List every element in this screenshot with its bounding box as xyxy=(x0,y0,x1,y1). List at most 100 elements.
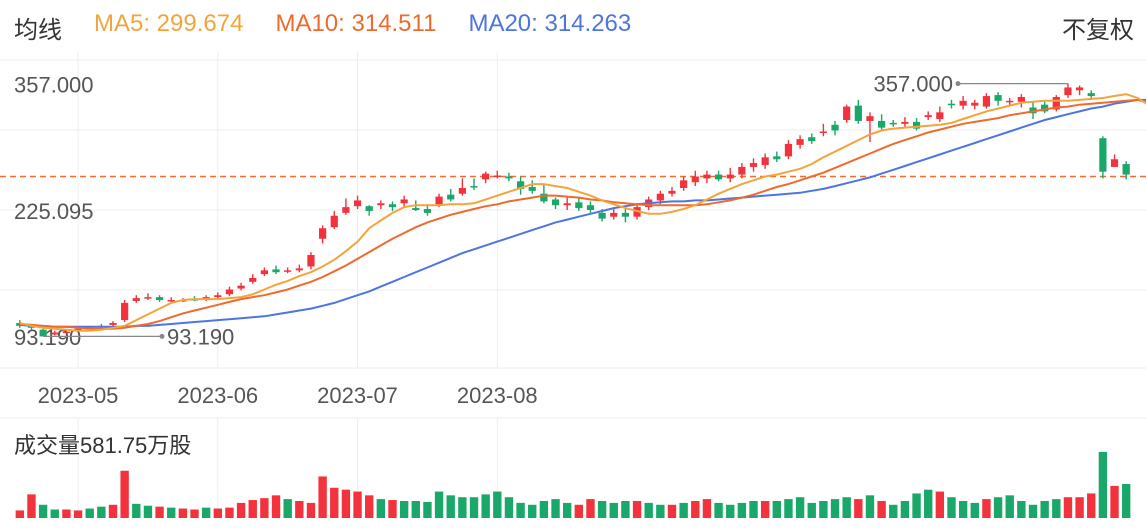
candle-body xyxy=(330,215,338,228)
candle-body xyxy=(225,289,234,295)
volume-bar xyxy=(248,500,257,518)
volume-bar xyxy=(376,499,386,518)
candle-body xyxy=(982,96,991,107)
volume-bar xyxy=(236,502,246,518)
candle-body xyxy=(167,300,175,302)
volume-bar xyxy=(399,501,409,518)
candle-body xyxy=(388,204,397,208)
volume-bar xyxy=(1040,501,1049,518)
candle-body xyxy=(866,116,874,121)
candle-body xyxy=(39,329,47,337)
volume-bar xyxy=(947,497,956,518)
candle-body xyxy=(155,297,164,301)
volume-bar xyxy=(27,494,36,518)
volume-bar xyxy=(225,507,234,518)
volume-bar xyxy=(760,501,770,518)
volume-bar xyxy=(586,499,595,518)
volume-title: 成交量581.75万股 xyxy=(14,433,192,458)
volume-bar xyxy=(830,499,840,518)
candle-body xyxy=(994,95,1002,101)
candle-body xyxy=(901,121,909,124)
volume-bar xyxy=(970,502,979,518)
candle-body xyxy=(121,302,129,321)
volume-bar xyxy=(958,501,968,518)
candle-body xyxy=(109,322,117,325)
min-price-label: 93.190 xyxy=(167,324,234,349)
volume-bar xyxy=(330,487,339,518)
candle-body xyxy=(738,166,746,175)
volume-bar xyxy=(85,508,94,518)
candle-body xyxy=(936,112,944,120)
candle-body xyxy=(924,115,932,118)
volume-bar xyxy=(318,476,327,518)
volume-bar xyxy=(73,510,83,518)
candle-body xyxy=(656,193,664,201)
volume-bar xyxy=(1052,499,1061,518)
volume-bar xyxy=(714,502,723,518)
candle-body xyxy=(307,255,315,267)
adjust-toggle[interactable]: 不复权 xyxy=(1062,17,1134,44)
volume-bar xyxy=(458,497,467,518)
volume-bar xyxy=(784,499,793,518)
candle-body xyxy=(971,102,979,106)
candle-body xyxy=(1064,87,1072,96)
candle-body xyxy=(353,200,362,207)
volume-bar xyxy=(201,507,211,518)
max-price-label: 357.000 xyxy=(873,72,953,97)
x-tick-label: 2023-06 xyxy=(177,383,258,408)
volume-bar xyxy=(656,504,665,518)
candle-body xyxy=(144,297,152,299)
candle-body xyxy=(796,139,804,145)
candle-body xyxy=(1087,93,1095,97)
volume-bar xyxy=(50,509,59,518)
candle-body xyxy=(749,163,758,167)
volume-bar xyxy=(178,508,188,518)
candle-body xyxy=(62,331,71,334)
candle-body xyxy=(470,186,478,188)
volume-bar xyxy=(982,499,991,518)
volume-bar xyxy=(621,501,630,518)
candle-body xyxy=(400,199,408,204)
legend-ma10: MA10: 314.511 xyxy=(275,10,437,37)
volume-bar xyxy=(143,505,153,518)
volume-bar xyxy=(1098,451,1108,518)
volume-bar xyxy=(62,509,71,518)
volume-bar xyxy=(737,502,747,518)
candle-body xyxy=(703,174,711,179)
candle-body xyxy=(878,120,886,128)
candle-body xyxy=(680,180,688,188)
volume-bar xyxy=(912,493,921,518)
volume-bar xyxy=(772,501,781,518)
candle-body xyxy=(51,332,59,335)
candle-body xyxy=(132,298,140,301)
candle-body xyxy=(586,205,595,210)
candle-body xyxy=(889,122,897,125)
volume-bar xyxy=(644,502,653,518)
ma-legend: 均线 MA5: 299.674 MA10: 314.511 MA20: 314.… xyxy=(14,10,663,45)
volume-bar xyxy=(120,470,129,518)
volume-bar xyxy=(597,501,607,518)
volume-bar xyxy=(749,501,758,518)
candle-body xyxy=(447,194,455,200)
volume-bar xyxy=(190,509,199,518)
volume-bar xyxy=(132,503,141,518)
candle-body xyxy=(808,137,816,142)
x-tick-label: 2023-07 xyxy=(317,383,398,408)
y-tick-label: 357.000 xyxy=(14,73,94,98)
candle-body xyxy=(831,124,839,131)
candle-body xyxy=(575,202,583,209)
volume-bar xyxy=(446,495,455,518)
volume-bar xyxy=(807,502,816,518)
volume-bar xyxy=(551,499,560,518)
candle-body xyxy=(784,143,793,157)
candle-body xyxy=(540,193,548,202)
candle-body xyxy=(528,187,536,191)
candle-body xyxy=(295,268,303,271)
candle-body xyxy=(1052,97,1060,110)
candle-body xyxy=(1099,138,1107,172)
volume-bar xyxy=(155,506,164,518)
volume-bar xyxy=(1110,485,1119,518)
volume-bar xyxy=(679,502,688,518)
x-tick-label: 2023-05 xyxy=(38,383,119,408)
